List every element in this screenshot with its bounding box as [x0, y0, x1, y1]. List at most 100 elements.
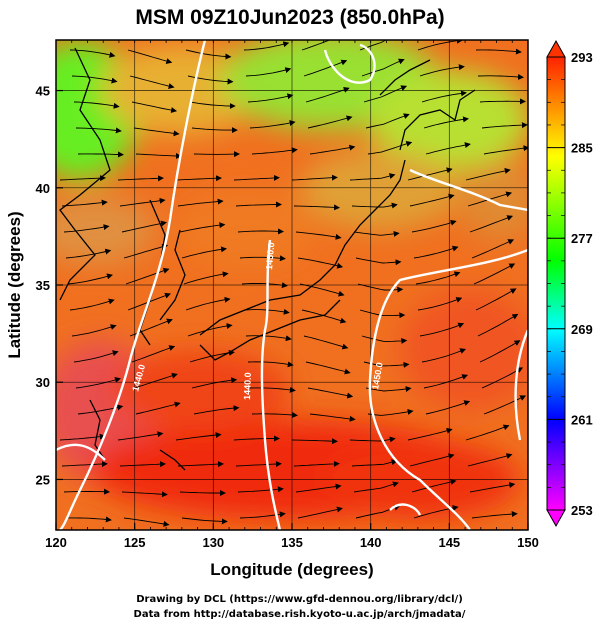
- streamline-arrow: [193, 405, 240, 415]
- streamline-arrow: [75, 127, 122, 134]
- streamline-arrow: [135, 401, 181, 415]
- contour-label-4: 1450.0: [370, 361, 385, 390]
- colorbar-tick-label: 261: [571, 412, 593, 427]
- streamline-arrow: [419, 64, 465, 77]
- y-tick-label: 25: [36, 472, 50, 487]
- streamline-arrow: [181, 246, 227, 259]
- streamline-arrow: [479, 98, 526, 105]
- streamline-arrow: [291, 438, 338, 445]
- streamline-arrow: [233, 174, 280, 181]
- streamline-arrow: [125, 267, 170, 285]
- streamline-arrow: [247, 361, 294, 368]
- streamline-arrow: [365, 113, 410, 129]
- streamline-arrow: [63, 224, 110, 233]
- streamline-arrow: [475, 48, 522, 55]
- streamline-arrow: [177, 461, 224, 468]
- streamline-arrow: [247, 93, 294, 103]
- streamline-arrow: [305, 361, 351, 375]
- streamline-arrow: [363, 85, 408, 103]
- streamline-arrow: [135, 152, 182, 159]
- streamline-arrow: [237, 228, 284, 235]
- streamline-arrow: [133, 127, 180, 137]
- streamline-arrow: [303, 335, 349, 350]
- streamline-arrow: [245, 335, 292, 342]
- temperature-field: 1440.0 1440.0 1450.0 1450.0: [56, 40, 528, 530]
- streamline-arrow: [71, 324, 117, 337]
- weather-map-figure: MSM 09Z10Jun2023 (850.0hPa): [5, 6, 593, 579]
- streamline-arrow: [367, 408, 414, 416]
- x-tick-label: 125: [124, 535, 146, 550]
- streamline-arrow: [191, 377, 238, 389]
- colorbar-tick-label: 293: [571, 50, 593, 65]
- streamline-arrow: [423, 116, 469, 129]
- streamline-arrow: [471, 511, 518, 519]
- streamline-arrow: [299, 283, 345, 297]
- streamline-arrow: [179, 490, 226, 496]
- streamline-arrow: [415, 271, 461, 285]
- streamline-arrow: [467, 453, 513, 467]
- streamline-arrow: [63, 488, 110, 495]
- streamline-arrow: [307, 387, 354, 399]
- streamline-arrow: [191, 127, 238, 134]
- streamline-arrow: [411, 479, 457, 493]
- streamline-arrow: [119, 197, 166, 207]
- streamline-arrow: [477, 313, 519, 337]
- streamline-arrow: [407, 427, 453, 441]
- streamline-arrow: [177, 198, 224, 207]
- streamline-arrow: [245, 67, 292, 77]
- y-tick-label: 30: [36, 375, 50, 390]
- streamline-arrow: [129, 75, 175, 90]
- streamline-arrow: [407, 167, 453, 181]
- streamline-arrow: [477, 73, 524, 80]
- streamline-arrow: [121, 491, 168, 498]
- streamline-arrow: [243, 41, 290, 51]
- streamline-arrow: [475, 288, 517, 311]
- colorbar-tick-label: 277: [571, 231, 593, 246]
- streamline-arrow: [69, 49, 116, 58]
- streamline-arrow: [473, 263, 516, 285]
- streamline-arrow: [249, 386, 296, 393]
- streamline-arrow: [291, 174, 338, 181]
- streamline-arrow: [65, 516, 112, 523]
- streamline-arrow: [469, 482, 516, 493]
- streamline-arrow: [365, 386, 412, 392]
- y-axis-title: Latitude (degrees): [5, 211, 24, 358]
- streamline-arrow: [411, 219, 457, 233]
- streamline-arrow: [133, 372, 178, 389]
- streamline-arrow: [179, 222, 226, 233]
- streamline-arrow: [295, 231, 342, 240]
- streamline-arrow: [61, 199, 108, 207]
- streamline-arrow: [77, 151, 124, 158]
- streamline-arrow: [185, 296, 231, 311]
- streamline-arrow: [465, 424, 510, 441]
- streamline-arrow: [357, 283, 404, 293]
- colorbar-tick-label: 285: [571, 141, 593, 156]
- streamline-arrow: [65, 248, 112, 259]
- streamline-arrow: [483, 395, 527, 415]
- streamline-arrow: [235, 201, 282, 208]
- streamline-arrow: [59, 433, 106, 441]
- colorbar-tick-label: 269: [571, 322, 593, 337]
- streamline-arrow: [235, 461, 282, 468]
- credit-data-source: Data from http://database.rish.kyoto-u.a…: [133, 609, 466, 620]
- streamline-arrow: [237, 486, 284, 493]
- streamline-arrow: [465, 167, 511, 181]
- colorbar-tick-label: 253: [571, 503, 593, 518]
- streamline-arrow: [293, 460, 340, 467]
- x-tick-label: 145: [438, 535, 460, 550]
- streamline-arrow: [419, 322, 465, 337]
- streamline-arrow: [189, 101, 236, 109]
- colorbar-bottom-triangle: [546, 509, 566, 528]
- lat-lon-grid: [56, 40, 528, 530]
- contour-label-2: 1440.0: [242, 372, 253, 400]
- streamline-arrow: [349, 436, 396, 443]
- streamline-arrow: [309, 144, 356, 155]
- streamline-arrow: [239, 255, 286, 262]
- streamline-arrow: [75, 377, 121, 389]
- streamline-arrow: [59, 175, 106, 182]
- streamline-arrow: [417, 297, 463, 311]
- streamline-arrow: [233, 435, 280, 442]
- streamline-arrow: [127, 49, 173, 64]
- streamline-arrow: [351, 202, 398, 209]
- streamline-arrow: [131, 345, 176, 363]
